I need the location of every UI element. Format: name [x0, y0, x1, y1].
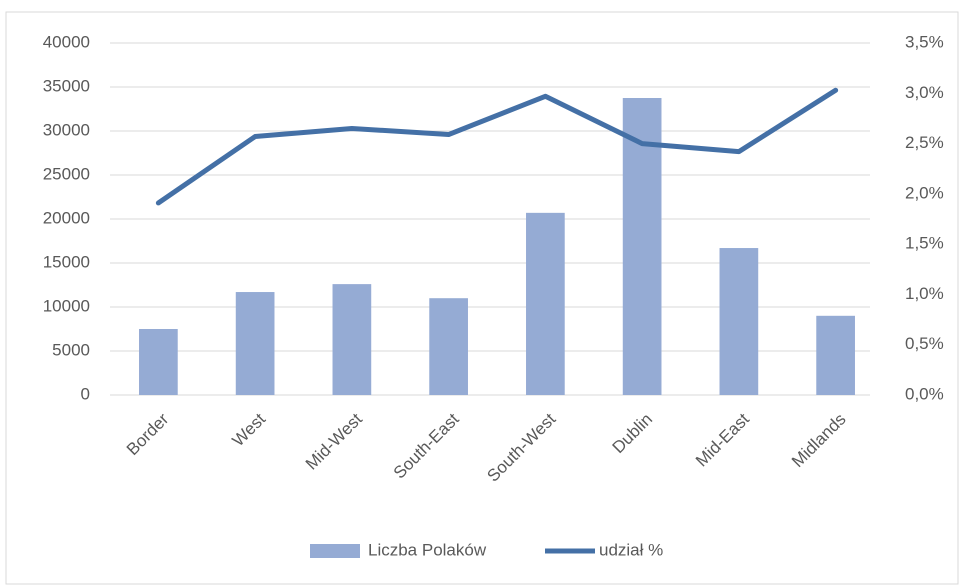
- y2-tick-label: 3,0%: [905, 83, 944, 102]
- bar: [622, 98, 662, 395]
- bar: [719, 248, 759, 395]
- y2-tick-label: 2,0%: [905, 183, 944, 202]
- y-tick-label: 5000: [52, 340, 90, 359]
- bar: [139, 329, 178, 395]
- y-tick-label: 25000: [43, 164, 90, 183]
- bar: [429, 298, 468, 395]
- bar: [235, 292, 275, 395]
- y2-tick-label: 0,0%: [905, 384, 944, 403]
- y-tick-label: 30000: [43, 120, 90, 139]
- y2-tick-label: 3,5%: [905, 32, 944, 51]
- chart-border: [5, 11, 959, 585]
- bar: [816, 315, 855, 395]
- y2-tick-label: 2,5%: [905, 133, 944, 152]
- y-tick-label: 0: [81, 384, 90, 403]
- y-tick-label: 10000: [43, 296, 90, 315]
- bar: [526, 212, 565, 395]
- y-tick-label: 15000: [43, 252, 90, 271]
- y-tick-label: 20000: [43, 208, 90, 227]
- legend-swatch: [310, 544, 360, 558]
- legend-label: Liczba Polaków: [368, 540, 487, 559]
- y-tick-label: 35000: [43, 76, 90, 95]
- line: [155, 87, 839, 206]
- legend-label: udział %: [599, 540, 663, 559]
- y2-tick-label: 1,0%: [905, 284, 944, 303]
- bar: [332, 284, 372, 395]
- y2-tick-label: 1,5%: [905, 234, 944, 253]
- y-tick-label: 40000: [43, 32, 90, 51]
- y2-tick-label: 0,5%: [905, 334, 944, 353]
